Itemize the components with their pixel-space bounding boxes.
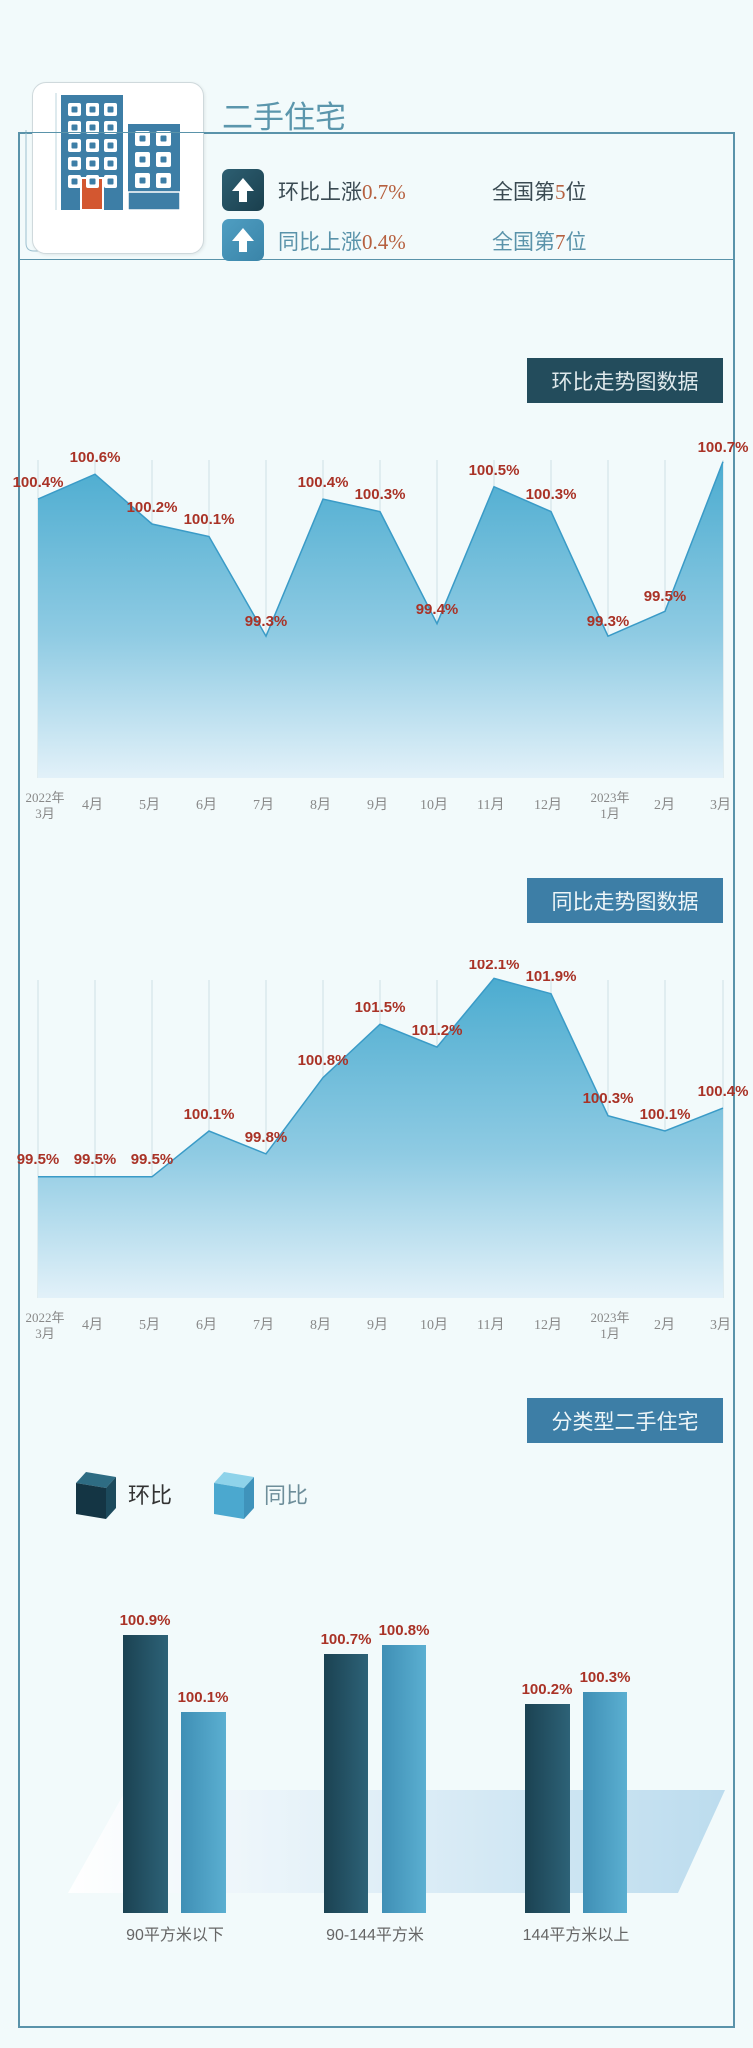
svg-text:90-144平方米: 90-144平方米: [326, 1926, 424, 1944]
svg-text:100.2%: 100.2%: [522, 1681, 573, 1698]
svg-text:100.3%: 100.3%: [580, 1669, 631, 1686]
svg-text:100.8%: 100.8%: [379, 1622, 430, 1639]
svg-text:90平方米以下: 90平方米以下: [126, 1926, 224, 1944]
svg-text:144平方米以上: 144平方米以上: [523, 1926, 630, 1944]
svg-text:100.9%: 100.9%: [120, 1612, 171, 1629]
svg-text:100.7%: 100.7%: [321, 1631, 372, 1648]
svg-text:100.1%: 100.1%: [178, 1689, 229, 1706]
